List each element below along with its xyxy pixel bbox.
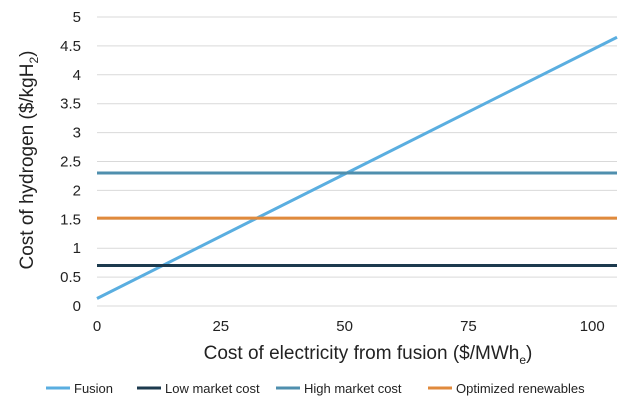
series-line-fusion xyxy=(96,35,618,300)
y-tick-1: 0.5 xyxy=(60,269,81,286)
x-tick-1: 25 xyxy=(212,318,229,335)
y-tick-labels: 0 0.5 1 1.5 2 2.5 3 3.5 4 4.5 5 xyxy=(60,9,81,315)
legend-label-optimized-renewables: Optimized renewables xyxy=(456,381,585,396)
legend-label-low-market-cost: Low market cost xyxy=(165,381,260,396)
y-tick-3: 1.5 xyxy=(60,211,81,228)
legend-label-fusion: Fusion xyxy=(74,381,113,396)
y-tick-10: 5 xyxy=(73,9,81,26)
series-lines xyxy=(96,35,618,300)
y-tick-0: 0 xyxy=(73,298,81,315)
x-tick-labels: 0 25 50 75 100 xyxy=(93,318,605,335)
y-tick-8: 4 xyxy=(73,67,81,84)
y-tick-5: 2.5 xyxy=(60,154,81,171)
x-tick-3: 75 xyxy=(460,318,477,335)
y-tick-4: 2 xyxy=(73,182,81,199)
x-tick-4: 100 xyxy=(580,318,605,335)
legend-label-high-market-cost: High market cost xyxy=(304,381,402,396)
y-axis-title: Cost of hydrogen ($/kgH2) xyxy=(17,51,41,270)
y-tick-9: 4.5 xyxy=(60,38,81,55)
y-tick-7: 3.5 xyxy=(60,96,81,113)
legend: Fusion Low market cost High market cost Opt… xyxy=(46,381,585,396)
y-tick-2: 1 xyxy=(73,240,81,257)
x-axis-title: Cost of electricity from fusion ($/MWhe) xyxy=(204,343,533,367)
gridlines xyxy=(97,16,617,307)
x-tick-0: 0 xyxy=(93,318,101,335)
y-tick-6: 3 xyxy=(73,125,81,142)
x-tick-2: 50 xyxy=(336,318,353,335)
